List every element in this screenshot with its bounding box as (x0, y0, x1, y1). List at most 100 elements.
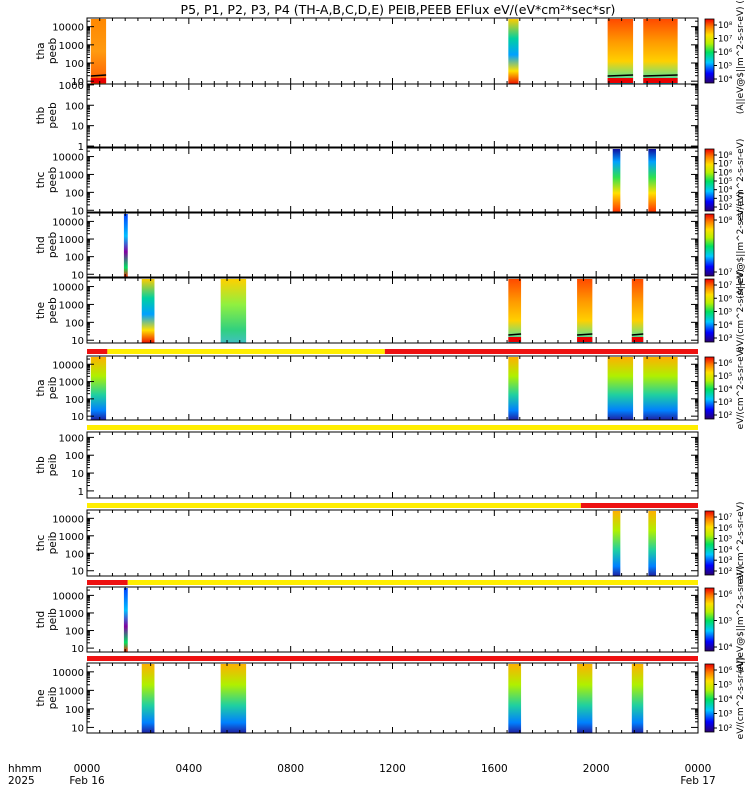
spectrogram-block (607, 357, 634, 420)
status-bar-segment (107, 349, 385, 354)
colorbar-tick-label: 10⁶ (718, 48, 733, 58)
panel-the-peib: 10 100 1000 10000 the peib 10⁶ 10⁵ 10⁴ 10³ 10² eV/(… (35, 656, 746, 739)
y-tick-label: 10 (71, 723, 84, 734)
colorbar-tick-label: 10⁷ (718, 35, 733, 45)
panel-ylabel: peeb (47, 232, 59, 259)
status-bar-segment (87, 349, 108, 354)
colorbar-tick-label: 10⁷ (718, 268, 733, 278)
y-tick-label: 10 (71, 567, 84, 578)
spacecraft-potential-line (643, 74, 678, 77)
panel-frame (86, 431, 699, 499)
colorbar-unit-label: eV/(cm^2-s-sr-eV) (736, 502, 746, 585)
y-tick-label: 1000 (59, 300, 84, 311)
panel-ylabel: the (35, 302, 47, 319)
panel-ylabel: peib (47, 531, 59, 554)
spectrogram-block-base (577, 337, 593, 342)
panel-frame (86, 355, 699, 421)
spectrogram-block (631, 279, 644, 343)
y-tick-label: 1000 (59, 378, 84, 389)
colorbar-tick-label: 10⁵ (718, 681, 732, 691)
colorbar-tick-label: 10² (718, 724, 732, 734)
colorbar-unit-label: eV/(cm^2-s-sr-eV) (736, 657, 746, 740)
colorbar-tick-label: 10⁵ (718, 372, 732, 382)
panel-thb-peib: 1 10 100 1000 thb peib (35, 425, 699, 499)
spectrogram-block (508, 19, 519, 84)
colorbar-tick-label: 10³ (718, 194, 732, 204)
spectrogram-block-base (90, 78, 107, 83)
panel-thb-peeb: 1 10 100 1000 thb peeb (35, 81, 699, 153)
x-tick-date-label: Feb 16 (69, 775, 105, 787)
status-bar-segment (87, 656, 698, 661)
status-bar-segment (87, 580, 128, 585)
y-tick-label: 10 (71, 469, 84, 480)
y-tick-label: 10000 (52, 23, 84, 34)
spectrogram-block (643, 19, 678, 84)
panel-frame (86, 586, 699, 653)
colorbar (704, 510, 715, 576)
spectrogram-block (508, 279, 522, 343)
x-tick-label: 0800 (277, 763, 304, 775)
colorbar-tick-label: 10⁵ (718, 617, 732, 627)
x-axis-header-line2: 2025 (8, 775, 35, 787)
panel-frame (86, 662, 699, 734)
x-tick-label: 2000 (583, 763, 610, 775)
y-tick-label: 10 (71, 77, 84, 88)
y-tick-label: 10000 (52, 591, 84, 602)
panel-ylabel: peib (47, 608, 59, 631)
y-tick-label: 10 (71, 206, 84, 217)
panel-ylabel: peeb (47, 167, 59, 194)
colorbar-tick-label: 10⁶ (718, 666, 733, 676)
panel-ylabel: peeb (47, 38, 59, 65)
panel-ylabel: peeb (47, 297, 59, 324)
colorbar-tick-label: 10⁴ (718, 186, 733, 196)
spectrogram-block (508, 664, 522, 733)
status-bar-segment (87, 425, 698, 430)
spacecraft-potential-line (577, 333, 593, 336)
spacecraft-potential-line (607, 74, 634, 77)
panel-ylabel: thb (35, 106, 47, 124)
y-tick-label: 10 (71, 412, 84, 423)
x-tick-label: 1200 (379, 763, 406, 775)
colorbar (704, 663, 715, 733)
y-tick-label: 10 (71, 336, 84, 347)
colorbar-tick-label: 10⁵ (718, 177, 732, 187)
colorbar-tick-label: 10⁷ (718, 281, 733, 291)
spectrogram-block (577, 279, 593, 343)
colorbar-tick-label: 10⁵ (718, 308, 732, 318)
panel-frame (86, 83, 699, 148)
panel-thd-peeb: 10 100 1000 10000 thd peeb 10⁸ 10⁷ (A||eV@$||m^2… (35, 191, 746, 299)
y-tick-label: 10 (71, 644, 84, 655)
status-bar-segment (384, 349, 698, 354)
colorbar-unit-label: eV/(cm^2-s-sr-eV) (736, 139, 746, 222)
colorbar-tick-label: 10⁶ (718, 294, 733, 304)
spectrogram-block (631, 664, 644, 733)
colorbar-tick-label: 10⁴ (718, 545, 733, 555)
spectrogram-block (643, 357, 678, 420)
y-tick-label: 100 (65, 59, 84, 70)
panel-frame (86, 509, 699, 577)
panel-ylabel: thd (35, 611, 47, 628)
panel-frame (86, 147, 699, 213)
x-tick-label: 1600 (481, 763, 508, 775)
y-tick-label: 100 (65, 705, 84, 716)
panel-ylabel: thc (35, 535, 47, 552)
spectrogram-block (141, 279, 155, 343)
panel-ylabel: the (35, 689, 47, 706)
spectrogram-block (90, 357, 107, 420)
colorbar-tick-label: 10⁴ (718, 643, 733, 653)
spectrogram-block (123, 214, 128, 277)
spectrogram-block (90, 19, 107, 84)
colorbar-unit-label: (A||eV@$||m^2-s-sr-eV) (736, 566, 746, 674)
colorbar (704, 587, 715, 652)
status-bar-segment (87, 503, 581, 508)
y-tick-label: 1000 (59, 609, 84, 620)
y-tick-label: 1000 (59, 170, 84, 181)
panel-ylabel: tha (35, 42, 47, 59)
y-tick-label: 10 (71, 270, 84, 281)
y-tick-label: 1000 (59, 686, 84, 697)
y-tick-label: 10000 (52, 283, 84, 294)
colorbar-tick-label: 10⁸ (718, 21, 733, 31)
